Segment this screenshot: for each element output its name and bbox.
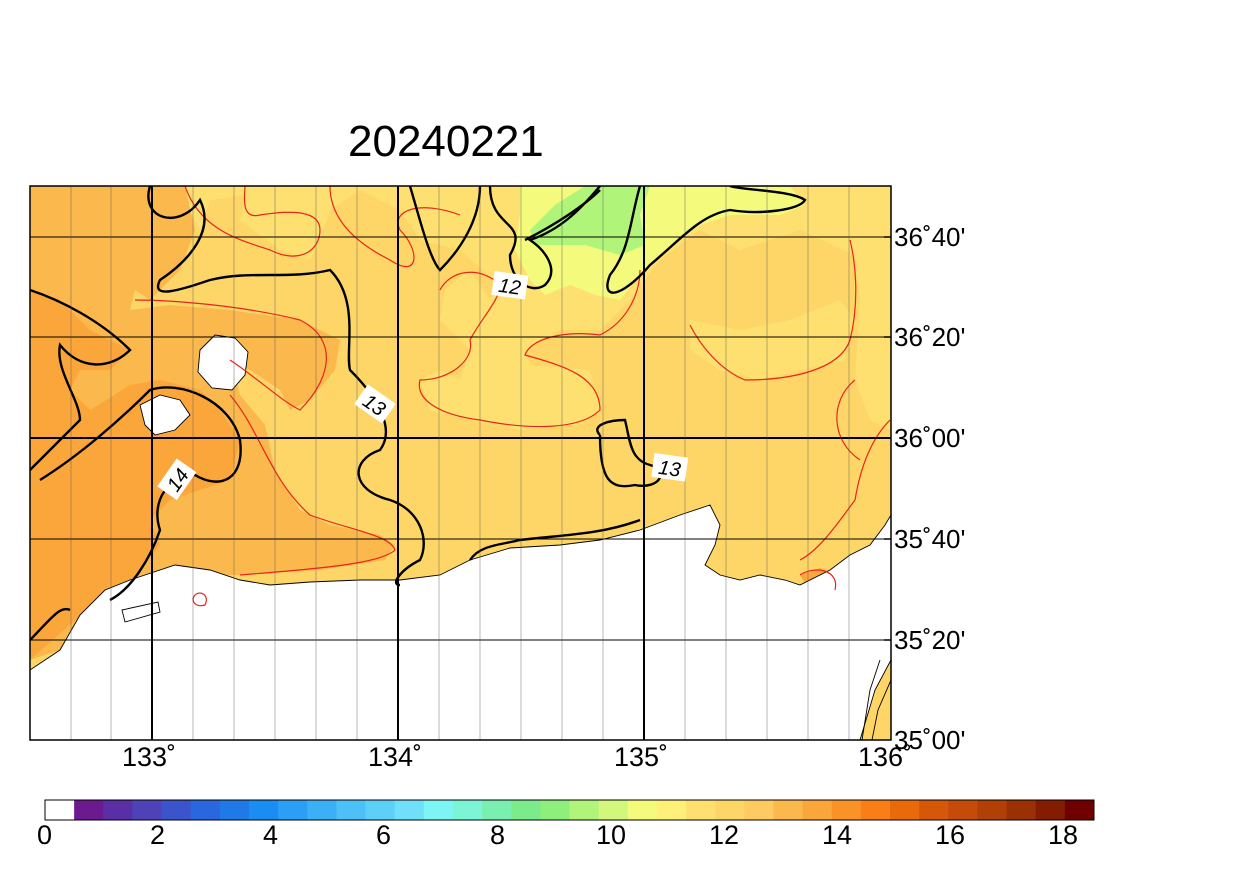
land-island-small [121,601,161,623]
colorbar-swatch [248,800,279,820]
sea-band-12-13 [185,186,890,430]
colorbar-swatch [423,800,454,820]
colorbar-frame [44,799,1095,821]
contours-major [30,186,807,641]
colorbar-swatch [1006,800,1037,820]
colorbar-swatch [802,800,833,820]
colorbar-swatch [948,800,978,820]
contour-label: 13 [651,453,689,482]
colorbar-label: 10 [596,820,627,850]
colorbar-swatch [161,800,192,820]
colorbar [44,799,1095,821]
lat-label: 35˚40' [894,524,966,554]
colorbar-swatch [656,800,687,820]
colorbar-label: 14 [822,820,853,850]
colorbar-swatch [74,800,104,820]
land-honshu [30,504,891,740]
colorbar-swatch [1035,800,1066,820]
colorbar-label: 0 [37,820,53,850]
map-frame [29,185,892,741]
lat-label: 35˚00' [894,725,966,755]
lat-label: 36˚20' [894,322,966,352]
colorbar-swatch [132,800,162,820]
colorbar-swatch [977,800,1007,820]
colorbar-swatch [452,800,483,820]
lon-label: 136˚ [858,742,913,772]
colorbar-swatch [45,800,75,820]
lon-label: 135˚ [614,742,669,772]
colorbar-swatch [890,800,920,820]
colorbar-swatch [598,800,629,820]
colorbar-label: 6 [376,820,392,850]
lat-label: 36˚00' [894,423,966,453]
lon-label: 133˚ [122,742,177,772]
lat-label: 35˚20' [894,625,966,655]
colorbar-swatch [627,800,658,820]
colorbar-label: 4 [263,820,279,850]
colorbar-swatch [278,800,308,820]
contour-label-text: 13 [657,457,682,482]
graticule-grid [30,186,891,740]
colorbar-swatch [715,800,745,820]
sea-band-10-11 [530,186,650,255]
colorbar-swatch [190,800,221,820]
colorbar-swatch [686,800,716,820]
colorbar-swatch [744,800,774,820]
axis-ticks [151,236,891,740]
colorbar-swatch [336,800,366,820]
lon-label: 134˚ [368,742,423,772]
colorbar-swatch [831,800,862,820]
colorbar-swatch [773,800,804,820]
colorbar-label: 16 [935,820,966,850]
colorbar-swatch [307,800,337,820]
colorbar-label: 2 [150,820,166,850]
sea-band-12-13b [690,300,855,380]
map-title: 20240221 [348,117,544,166]
colorbar-label: 12 [709,820,740,850]
colorbar-swatch [103,800,133,820]
land-coast-inner [861,659,891,740]
colorbar-swatch [511,800,541,820]
colorbar-swatch [219,800,250,820]
colorbar-swatch [365,800,396,820]
colorbar-swatch [482,800,512,820]
land-island-dogo [197,334,249,391]
colorbar-swatch [394,800,425,820]
colorbar-swatch [569,800,600,820]
contour-label-text: 12 [497,275,522,300]
colorbar-swatch [540,800,570,820]
contour-label: 12 [491,271,529,300]
colorbar-swatch [919,800,949,820]
lat-label: 36˚40' [894,222,966,252]
colorbar-swatch [860,800,891,820]
contours-minor [134,186,891,607]
sea-band-15-16 [30,290,240,660]
colorbar-label: 18 [1048,820,1079,850]
colorbar-swatch [1064,800,1095,820]
colorbar-label: 8 [490,820,506,850]
